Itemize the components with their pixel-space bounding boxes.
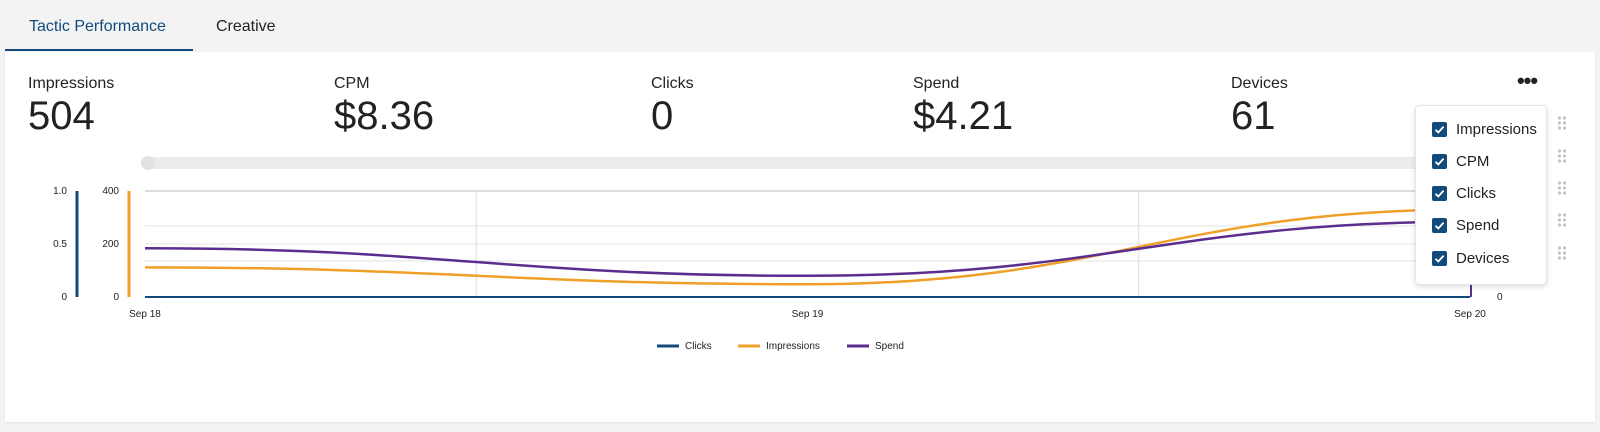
checkbox-checked-icon[interactable] xyxy=(1432,121,1447,137)
performance-card: Impressions 504 CPM $8.36 Clicks 0 Spend… xyxy=(5,52,1595,422)
impressions-tick-label: 0 xyxy=(113,292,119,303)
impressions-tick-label: 400 xyxy=(102,186,119,197)
x-tick-label: Sep 18 xyxy=(129,309,161,320)
drag-handle-icon[interactable] xyxy=(1557,213,1567,227)
clicks-tick-label: 0.5 xyxy=(53,239,67,250)
metric-option-spend[interactable]: Spend xyxy=(1432,214,1552,236)
right-tick-label: 0 xyxy=(1497,292,1503,303)
metric-value: $4.21 xyxy=(913,94,1014,138)
checkbox-checked-icon[interactable] xyxy=(1432,217,1447,233)
slider-handle[interactable] xyxy=(141,156,155,170)
drag-handle-icon[interactable] xyxy=(1557,149,1567,163)
metric-spend: Spend $4.21 xyxy=(913,74,1013,137)
option-label: Clicks xyxy=(1456,184,1496,202)
option-label: Devices xyxy=(1456,249,1510,267)
metric-option-cpm[interactable]: CPM xyxy=(1432,150,1552,172)
option-label: Spend xyxy=(1456,216,1500,234)
date-range-slider[interactable] xyxy=(141,156,1471,170)
metric-label: Spend xyxy=(913,75,960,92)
metric-value: $8.36 xyxy=(334,94,435,138)
x-tick-label: Sep 20 xyxy=(1454,309,1486,320)
checkbox-checked-icon[interactable] xyxy=(1432,250,1447,266)
metric-label: Clicks xyxy=(651,75,694,92)
metric-impressions: Impressions 504 xyxy=(28,74,114,137)
option-label: CPM xyxy=(1456,152,1490,170)
metric-label: CPM xyxy=(334,75,370,92)
clicks-tick-label: 1.0 xyxy=(53,186,67,197)
clicks-tick-label: 0 xyxy=(61,292,67,303)
tab-tactic-performance[interactable]: Tactic Performance xyxy=(5,1,193,51)
drag-handle-icon[interactable] xyxy=(1557,181,1567,195)
metric-selector-dropdown: Impressions CPM Clicks Spend Devices xyxy=(1415,105,1547,285)
option-label: Impressions xyxy=(1456,120,1537,138)
more-options-icon[interactable]: ••• xyxy=(1516,68,1538,93)
metric-label: Devices xyxy=(1231,75,1288,92)
series-line-impressions xyxy=(144,208,1471,286)
drag-handle-icon[interactable] xyxy=(1557,246,1567,260)
series-line-spend xyxy=(144,220,1471,278)
metric-option-devices[interactable]: Devices xyxy=(1432,247,1552,269)
metric-label: Impressions xyxy=(28,75,115,92)
metric-option-clicks[interactable]: Clicks xyxy=(1432,182,1552,204)
legend-label: Impressions xyxy=(766,341,820,352)
x-tick-label: Sep 19 xyxy=(792,309,824,320)
metric-cpm: CPM $8.36 xyxy=(334,74,434,137)
metric-value: 61 xyxy=(1231,94,1276,138)
drag-handle-icon[interactable] xyxy=(1557,116,1567,130)
legend-label: Spend xyxy=(875,341,904,352)
metric-option-impressions[interactable]: Impressions xyxy=(1432,118,1552,140)
metric-clicks: Clicks 0 xyxy=(651,74,694,137)
impressions-tick-label: 200 xyxy=(102,239,119,250)
metric-devices: Devices 61 xyxy=(1231,74,1288,137)
metric-value: 504 xyxy=(28,94,95,138)
legend-label: Clicks xyxy=(685,341,712,352)
checkbox-checked-icon[interactable] xyxy=(1432,153,1447,169)
metric-value: 0 xyxy=(651,94,674,138)
checkbox-checked-icon[interactable] xyxy=(1432,185,1447,201)
